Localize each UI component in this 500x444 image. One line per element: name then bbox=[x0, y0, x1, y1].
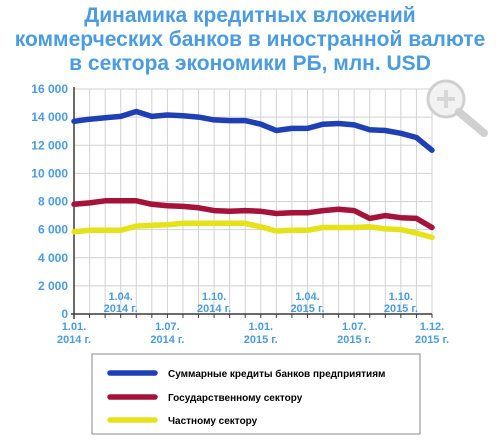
y-tick-label: 6 000 bbox=[38, 223, 68, 237]
chart-title: Динамика кредитных вложений коммерческих… bbox=[0, 4, 500, 76]
chart-title-line-3: в сектора экономики РБ, млн. USD bbox=[69, 52, 431, 75]
x-tick-label: 1.10. bbox=[389, 291, 413, 303]
x-tick-label: 1.10. bbox=[202, 291, 226, 303]
y-tick-label: 12 000 bbox=[31, 138, 68, 152]
series-lines bbox=[71, 108, 435, 241]
y-tick-label: 14 000 bbox=[31, 110, 68, 124]
x-tick-label: 2015 г. bbox=[290, 303, 324, 315]
legend-label-3: Частному сектору bbox=[168, 416, 258, 427]
x-tick-label: 1.01. bbox=[62, 321, 86, 333]
series-line-1 bbox=[71, 108, 435, 153]
y-tick-label: 0 bbox=[61, 307, 68, 321]
y-tick-label: 2 000 bbox=[38, 279, 68, 293]
x-tick-label: 1.07. bbox=[342, 321, 366, 333]
series-line-3 bbox=[71, 220, 435, 241]
y-tick-label: 10 000 bbox=[31, 166, 68, 180]
series-line-2 bbox=[71, 198, 435, 231]
y-axis-ticks: 0 2 000 4 000 6 000 8 000 10 000 12 000 14 000 1… bbox=[31, 82, 68, 321]
legend-label-2: Государственному сектору bbox=[168, 393, 303, 404]
x-tick-label: 2015 г. bbox=[337, 334, 371, 346]
x-tick-label: 2014 г. bbox=[150, 334, 184, 346]
x-tick-label: 2015 г. bbox=[244, 334, 278, 346]
legend: Суммарные кредиты банков предприятиям Гос… bbox=[91, 353, 421, 435]
y-tick-label: 8 000 bbox=[38, 195, 68, 209]
y-tick-label: 16 000 bbox=[31, 82, 68, 96]
y-tick-label: 4 000 bbox=[38, 251, 68, 265]
x-tick-label: 2015 г. bbox=[415, 334, 449, 346]
chart-title-line-1: Динамика кредитных вложений bbox=[84, 4, 416, 27]
x-tick-label: 2014 г. bbox=[104, 303, 138, 315]
magnifier-plus-icon[interactable] bbox=[426, 79, 488, 137]
x-tick-label: 1.07. bbox=[155, 321, 179, 333]
x-axis-ticks: 1.01.2014 г.1.07.2014 г.1.01.2015 г.1.07… bbox=[57, 291, 449, 346]
x-tick-label: 2015 г. bbox=[384, 303, 418, 315]
x-tick-label: 1.12. bbox=[420, 321, 444, 333]
x-tick-label: 1.04. bbox=[108, 291, 132, 303]
x-tick-label: 2014 г. bbox=[57, 334, 91, 346]
chart-title-line-2: коммерческих банков в иностранной валюте bbox=[14, 28, 486, 51]
x-tick-label: 1.04. bbox=[295, 291, 319, 303]
x-tick-label: 1.01. bbox=[249, 321, 273, 333]
legend-label-1: Суммарные кредиты банков предприятиям bbox=[168, 368, 385, 380]
x-tick-label: 2014 г. bbox=[197, 303, 231, 315]
